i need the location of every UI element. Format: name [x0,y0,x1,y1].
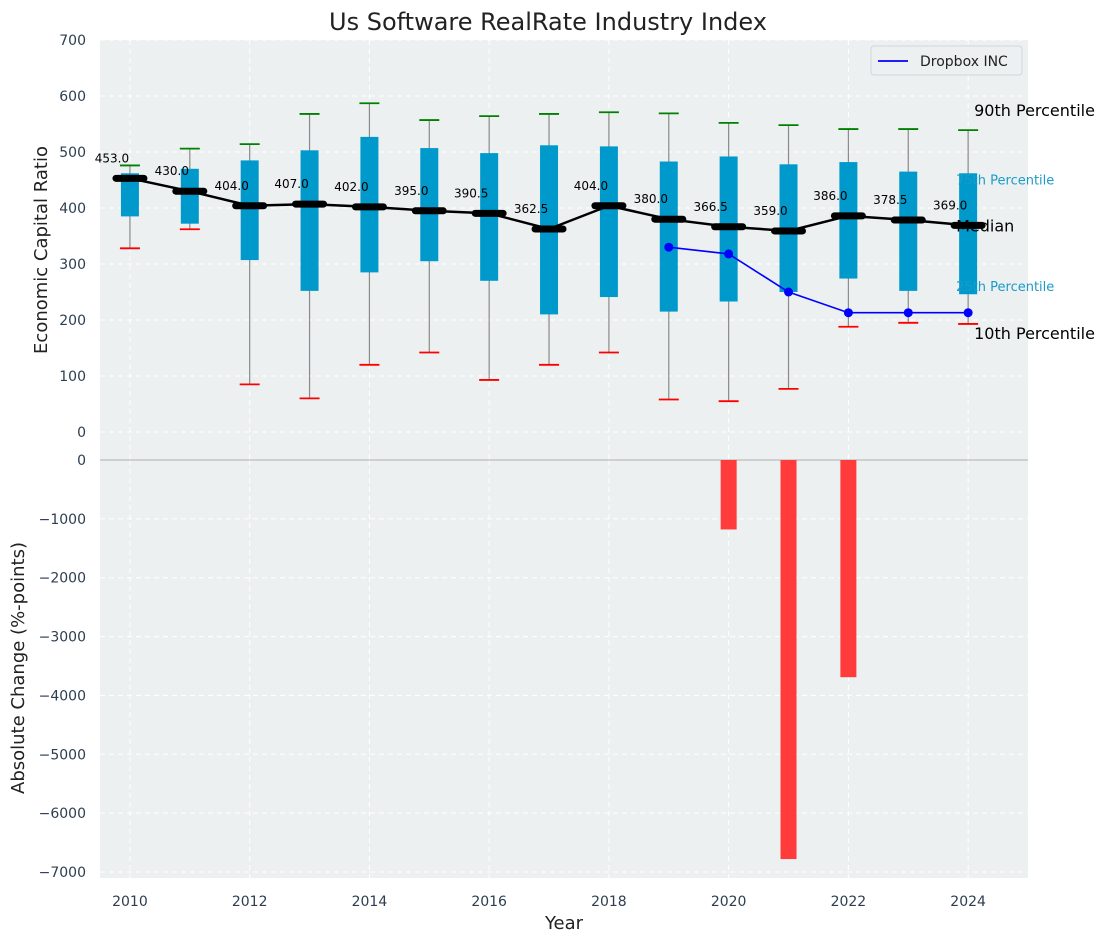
x-tick-label: 2024 [950,894,986,910]
x-tick-label: 2016 [471,894,507,910]
top-y-tick-label: 400 [59,201,86,217]
legend-box [870,45,1023,76]
top-y-tick-label: 300 [59,257,86,273]
company-point [784,287,794,297]
median-value-label: 378.5 [873,193,907,207]
company-line [668,246,969,314]
bottom-y-tick-label: −3000 [39,630,86,646]
iqr-box [300,150,319,291]
iqr-box [839,162,858,279]
x-axis-label: Year [544,913,584,934]
median-value-label: 430.0 [155,164,189,178]
box-plot-panel: 0 100 200 300 400 500 600 700 453.0 430.0 404.0 407… [59,33,1095,460]
iqr-box [599,146,618,298]
x-tick-label: 2012 [232,894,268,910]
iqr-box [480,153,499,281]
top-y-axis-label: Economic Capital Ratio [31,146,52,354]
median-value-label: 402.0 [334,180,368,194]
iqr-box [240,160,259,261]
bottom-y-tick-label: 0 [77,453,86,469]
median-value-label: 404.0 [574,179,608,193]
top-plot-background [100,40,1028,460]
top-y-tick-label: 0 [77,425,86,441]
change-bar [720,460,737,530]
median-value-label: 395.0 [394,184,428,198]
median-value-label: 366.5 [693,200,727,214]
legend-entry: Dropbox INC [920,54,1008,70]
bottom-y-axis-label: Absolute Change (%-points) [8,542,29,794]
company-point [903,308,913,318]
median-value-label: 390.5 [454,186,488,200]
top-y-tick-label: 100 [59,369,86,385]
p10-label: 10th Percentile [974,324,1095,343]
x-tick-label: 2020 [711,894,747,910]
p25-label: 25th Percentile [956,280,1054,295]
iqr-box [899,171,918,291]
top-y-tick-label: 700 [59,33,86,49]
x-tick-label: 2010 [112,894,148,910]
company-point [843,308,853,318]
bottom-y-tick-label: −7000 [39,865,86,881]
chart-title: Us Software RealRate Industry Index [329,8,767,36]
bottom-y-tick-label: −5000 [39,747,86,763]
p90-label: 90th Percentile [974,101,1095,120]
change-bar [780,460,797,860]
top-y-tick-label: 600 [59,89,86,105]
median-value-label: 369.0 [933,198,967,212]
x-tick-label: 2014 [352,894,388,910]
top-y-tick-label: 200 [59,313,86,329]
x-tick-label: 2018 [591,894,627,910]
iqr-box [420,148,439,262]
iqr-box [659,161,678,312]
median-value-label: 404.0 [214,179,248,193]
median-value-label: 386.0 [813,189,847,203]
company-point [664,242,674,252]
x-tick-label: 2022 [831,894,867,910]
company-point [724,249,734,259]
top-y-tick-label: 500 [59,145,86,161]
company-point [963,308,973,318]
iqr-box [180,168,199,224]
change-bar [840,460,857,678]
bottom-y-tick-label: −1000 [39,512,86,528]
median-label-right: Median [956,216,1014,235]
median-value-label: 359.0 [753,204,787,218]
legend: Dropbox INC [870,45,1023,76]
median-value-label: 362.5 [514,202,548,216]
iqr-box [120,173,139,217]
median-value-label: 453.0 [95,151,129,165]
bar-plot-panel: 0 −1000 −2000 −3000 −4000 −5000 −6000 −7000 2010… [39,453,1028,910]
bottom-y-tick-label: −2000 [39,571,86,587]
p75-label: 75th Percentile [956,173,1054,188]
bottom-plot-background [100,460,1028,878]
median-value-label: 407.0 [274,177,308,191]
median-value-label: 380.0 [634,192,668,206]
bottom-y-tick-label: −6000 [39,806,86,822]
iqr-box [959,173,978,295]
bottom-y-tick-label: −4000 [39,688,86,704]
